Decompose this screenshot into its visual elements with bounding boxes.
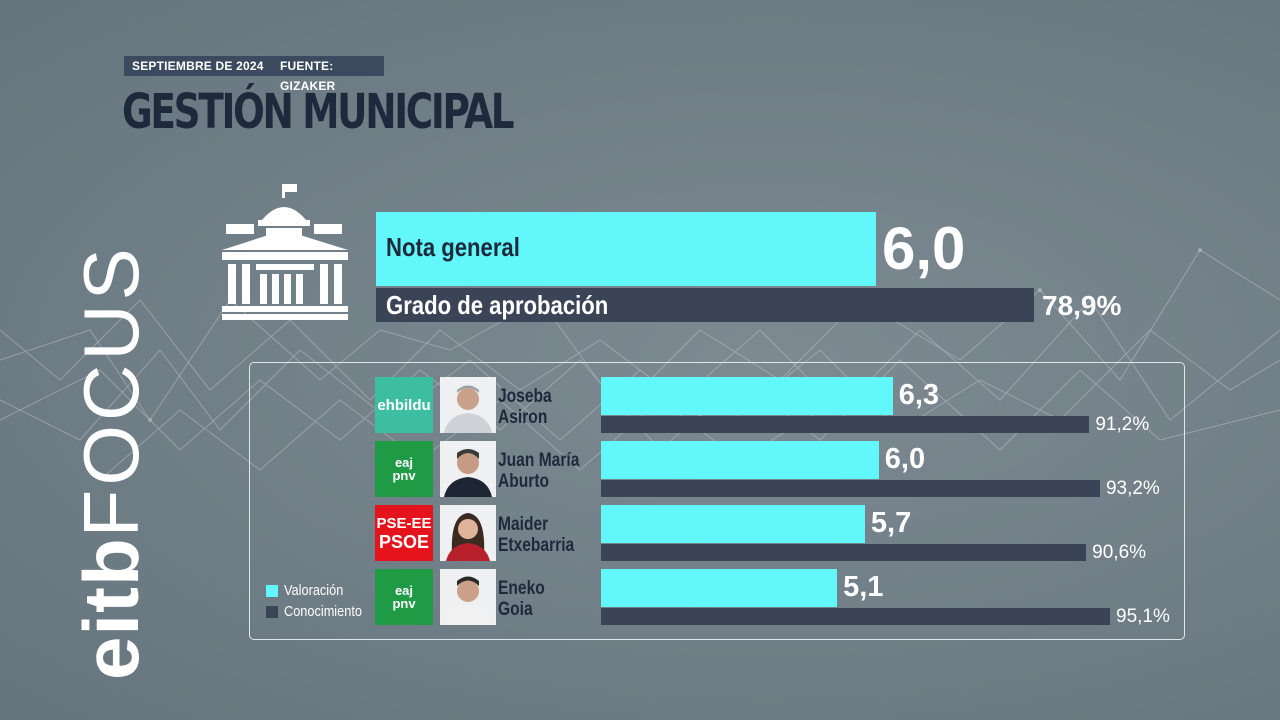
legend-swatch-valoracion — [266, 584, 278, 597]
approval-rate-bar — [376, 288, 1034, 322]
page-title: GESTIÓN MUNICIPAL — [122, 84, 515, 140]
valoracion-bar-maider-etxebarria — [601, 505, 865, 543]
candidate-name-etxebarria: Maider Etxebarria — [498, 514, 575, 556]
approval-rate-value: 78,9% — [1042, 290, 1122, 321]
conocimiento-bar-juan-mar-a-aburto — [601, 480, 1100, 497]
conocimiento-value-juan-mar-a-aburto: 93,2% — [1105, 478, 1160, 499]
valoracion-value-joseba-asiron: 6,3 — [898, 379, 940, 411]
date-source-tag: SEPTIEMBRE DE 2024 FUENTE: GIZAKER — [124, 56, 384, 93]
valoracion-value-maider-etxebarria: 5,7 — [870, 507, 912, 539]
brand-focus: FOCUS — [67, 244, 155, 538]
valoracion-bar-joseba-asiron — [601, 377, 893, 415]
candidate-name-goia: Eneko Goia — [498, 578, 545, 620]
party-logo-ehbildu: ehbildu — [375, 377, 433, 433]
conocimiento-value-eneko-goia: 95,1% — [1116, 606, 1170, 627]
eitb-focus-logo: eitbFOCUS — [66, 244, 157, 680]
approval-rate-label: Grado de aprobación — [386, 290, 609, 320]
town-hall-icon — [222, 184, 348, 320]
candidate-photo-asiron — [440, 377, 496, 433]
party-logo-pnv: eaj pnv — [375, 569, 433, 625]
conocimiento-bar-joseba-asiron — [601, 416, 1090, 433]
candidate-photo-aburto — [440, 441, 496, 497]
candidates-panel — [249, 362, 1185, 640]
valoracion-bar-juan-mar-a-aburto — [601, 441, 879, 479]
legend-swatch-conocimiento — [266, 605, 278, 618]
overall-score-value: 6,0 — [882, 215, 966, 282]
overall-score-label: Nota general — [386, 232, 520, 262]
candidate-name-asiron: Joseba Asiron — [498, 386, 552, 428]
conocimiento-bar-maider-etxebarria — [601, 544, 1087, 561]
candidate-name-aburto: Juan María Aburto — [498, 450, 580, 492]
valoracion-value-juan-mar-a-aburto: 6,0 — [884, 443, 926, 475]
legend: Valoración Conocimiento — [266, 580, 376, 622]
valoracion-value-eneko-goia: 5,1 — [843, 571, 884, 603]
legend-item-conocimiento: Conocimiento — [266, 601, 376, 622]
overall-score-bar — [376, 212, 876, 286]
valoracion-bar-eneko-goia — [601, 569, 838, 607]
legend-item-valoracion: Valoración — [266, 580, 376, 601]
candidate-photo-etxebarria — [440, 505, 496, 561]
source-label: FUENTE: GIZAKER — [280, 59, 336, 93]
conocimiento-value-joseba-asiron: 91,2% — [1095, 414, 1150, 435]
candidate-photo-goia — [440, 569, 496, 625]
date-label: SEPTIEMBRE DE 2024 — [132, 59, 264, 73]
party-logo-psoe: PSE-EE PSOE — [375, 505, 433, 561]
conocimiento-value-maider-etxebarria: 90,6% — [1092, 542, 1147, 563]
conocimiento-bar-eneko-goia — [601, 608, 1111, 625]
party-logo-pnv: eaj pnv — [375, 441, 433, 497]
brand-eitb: eitb — [67, 537, 155, 680]
